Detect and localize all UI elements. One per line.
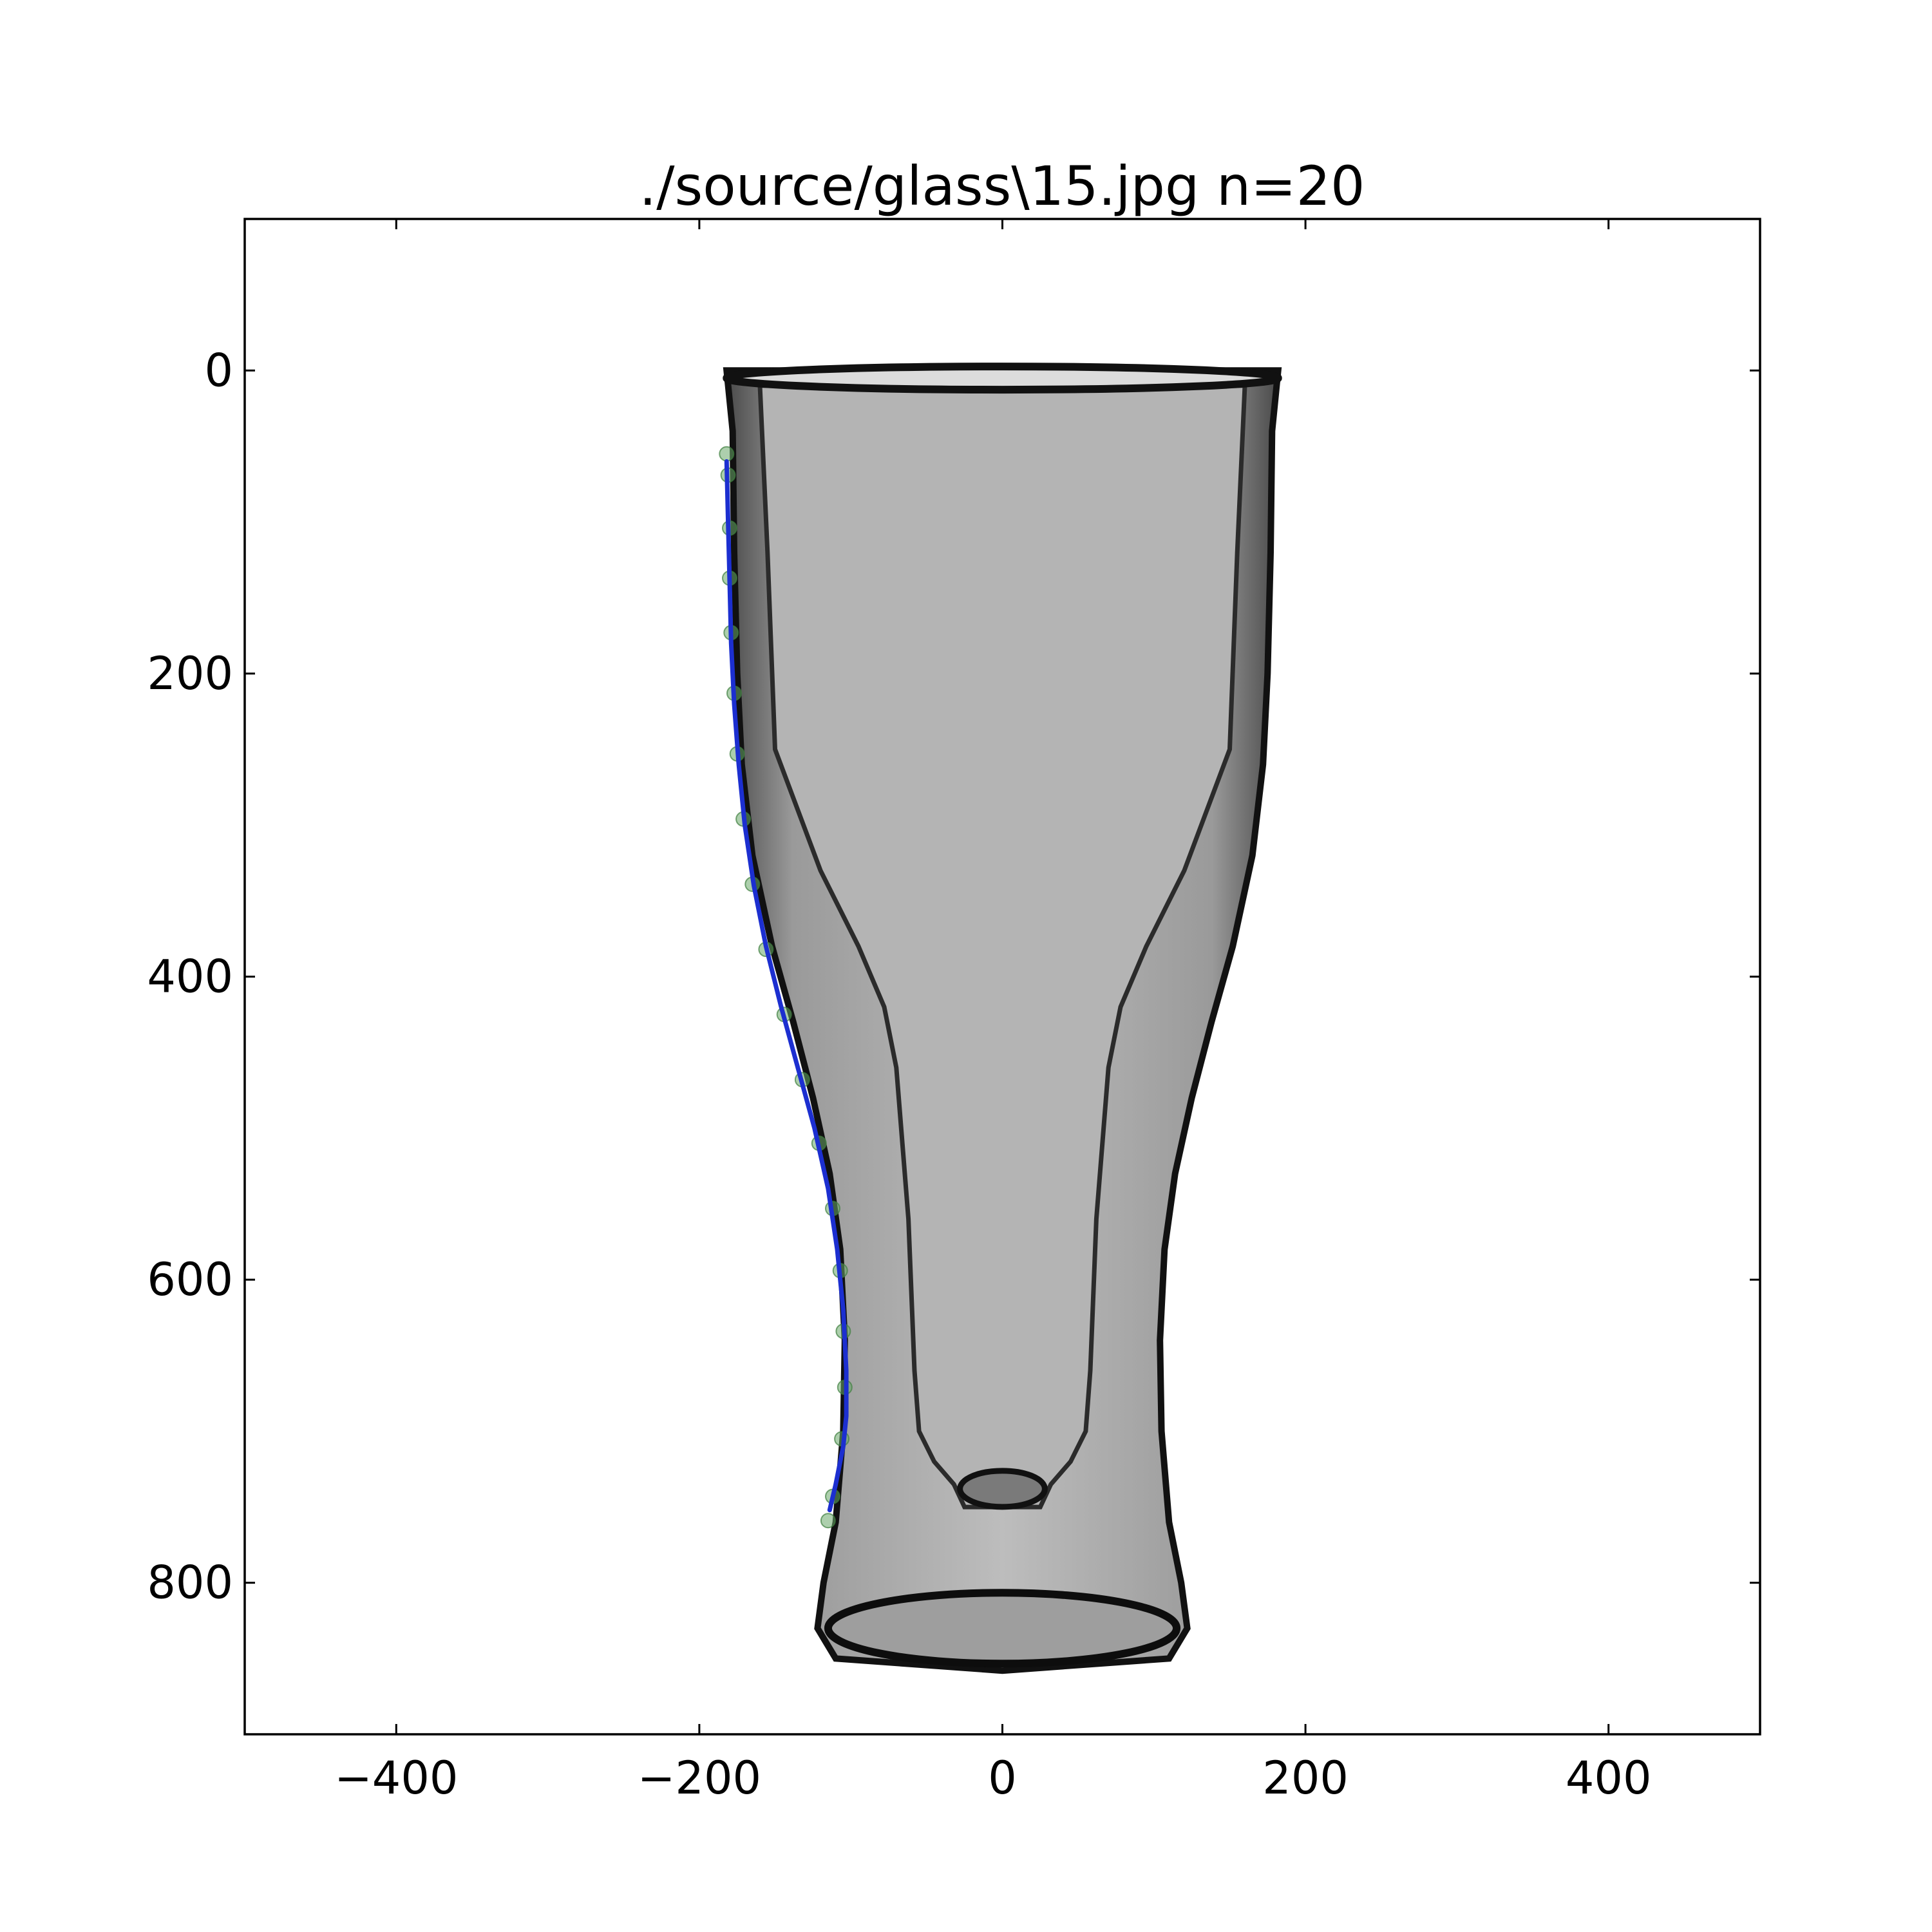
y-tick-label: 600 <box>147 1253 233 1306</box>
fit-curve-line <box>724 459 849 1513</box>
y-tick-label: 200 <box>147 647 233 700</box>
y-tick-label: 800 <box>147 1557 233 1609</box>
x-tick-label: 400 <box>1566 1752 1652 1804</box>
x-tick-label: −200 <box>638 1752 761 1804</box>
inner-bottle-shape <box>757 383 1247 1510</box>
plot-frame <box>243 218 1761 1736</box>
y-tick-labels: 0 200 400 600 800 <box>147 344 233 1609</box>
glass-base <box>824 1589 1181 1668</box>
x-tick-label: −400 <box>334 1752 458 1804</box>
chart-title: ./source/glass\15.jpg n=20 <box>639 155 1365 218</box>
bottle-mouth <box>957 1468 1048 1510</box>
axis-ticks <box>245 219 1760 1734</box>
y-tick-label: 0 <box>204 344 233 397</box>
glass-photo-image <box>723 363 1282 1674</box>
y-tick-label: 400 <box>147 951 233 1003</box>
data-point <box>719 446 735 462</box>
glass-rim <box>723 363 1282 394</box>
data-series <box>719 446 853 1529</box>
x-tick-label: 0 <box>988 1752 1017 1804</box>
x-tick-labels: −400 −200 0 200 400 <box>334 1752 1651 1804</box>
x-tick-label: 200 <box>1262 1752 1349 1804</box>
data-point <box>820 1513 836 1529</box>
